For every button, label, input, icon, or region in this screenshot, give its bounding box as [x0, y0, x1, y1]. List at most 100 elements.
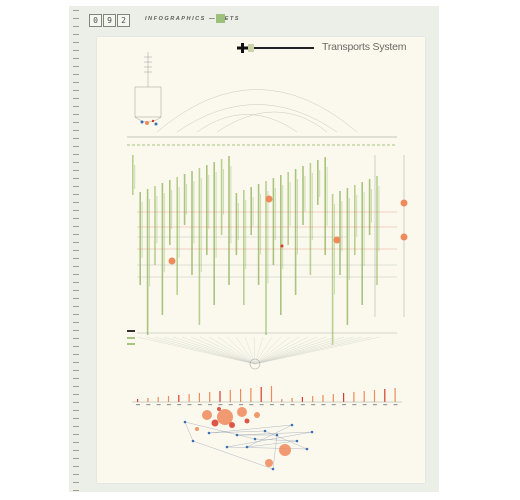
- bubble: [211, 419, 219, 427]
- green-bar-secondary: [223, 169, 224, 215]
- green-bar: [146, 189, 149, 335]
- binding-mark: [73, 434, 79, 435]
- binding-mark: [73, 266, 79, 267]
- binding-mark: [73, 74, 79, 75]
- network-node: [275, 433, 279, 437]
- network-node: [271, 467, 275, 471]
- network-node: [245, 445, 249, 449]
- binding-mark: [73, 338, 79, 339]
- fan-line: [181, 336, 256, 365]
- green-bar: [317, 160, 319, 205]
- network-link: [226, 446, 308, 450]
- binding-mark: [73, 122, 79, 123]
- binding-mark: [73, 242, 79, 243]
- green-bar-secondary: [311, 173, 313, 241]
- binding-mark: [73, 282, 79, 283]
- network-link: [236, 431, 313, 436]
- binding-mark: [73, 18, 79, 19]
- network-node: [191, 439, 195, 443]
- bottom-legend-marks: [127, 330, 397, 345]
- green-bar-secondary: [200, 178, 202, 273]
- bottom-bar: [312, 396, 314, 402]
- bottom-bar-label: [156, 404, 161, 406]
- binding-mark: [73, 482, 79, 483]
- title-logo: [237, 43, 314, 53]
- binding-mark: [73, 250, 79, 251]
- binding-mark: [73, 466, 79, 467]
- bottom-bar-label: [280, 404, 285, 406]
- bottom-bar-label: [269, 404, 274, 406]
- bubble: [229, 422, 235, 428]
- fan-line: [163, 336, 256, 365]
- network-link: [226, 431, 313, 448]
- bubble: [244, 418, 250, 424]
- bottom-bar-label: [249, 404, 254, 406]
- network-node: [225, 445, 229, 449]
- fan-line: [254, 336, 309, 365]
- bubble: [265, 459, 273, 467]
- network-node: [305, 447, 309, 451]
- bottom-bar: [363, 391, 365, 402]
- green-bar: [220, 159, 223, 235]
- network-node: [183, 420, 187, 424]
- green-bar-secondary: [134, 165, 136, 189]
- binding-mark: [73, 442, 79, 443]
- green-bar-secondary: [186, 184, 187, 215]
- green-bar-secondary: [171, 190, 173, 229]
- bottom-bar-label: [311, 404, 316, 406]
- green-bar-secondary: [230, 166, 232, 244]
- binding-mark: [73, 370, 79, 371]
- fan-line: [199, 336, 256, 365]
- binding-mark: [73, 322, 79, 323]
- green-bar: [265, 181, 267, 335]
- green-bar: [368, 179, 371, 235]
- green-bar: [243, 190, 245, 305]
- bottom-bar-label: [331, 404, 336, 406]
- binding-mark: [73, 50, 79, 51]
- green-bar-secondary: [341, 201, 343, 252]
- green-bar-secondary: [274, 188, 276, 241]
- binding-mark: [73, 138, 79, 139]
- bottom-bar: [137, 399, 139, 402]
- network-link: [246, 440, 298, 448]
- binding-mark: [73, 458, 79, 459]
- bubble: [279, 444, 291, 456]
- fan-line: [154, 336, 256, 365]
- fan-line: [254, 336, 291, 365]
- green-bar-secondary: [163, 193, 165, 273]
- fan-line: [190, 336, 256, 365]
- binding-mark: [73, 146, 79, 147]
- fan-line: [254, 336, 264, 365]
- bottom-bar: [250, 388, 252, 402]
- binding-mark: [73, 194, 79, 195]
- network-link: [254, 438, 298, 442]
- fan-line: [254, 336, 363, 365]
- page-digit: 9: [103, 14, 116, 27]
- green-bar: [287, 172, 289, 245]
- network-link: [184, 421, 194, 442]
- green-bar: [183, 174, 186, 225]
- bottom-bar-label: [239, 404, 243, 406]
- fan-line: [254, 336, 354, 365]
- binding-mark: [73, 130, 79, 131]
- binding-mark: [73, 210, 79, 211]
- fan-line: [254, 336, 273, 365]
- network-node: [310, 430, 314, 434]
- binding-mark: [73, 218, 79, 219]
- binding-mark: [73, 354, 79, 355]
- binding-mark: [73, 290, 79, 291]
- infographic-poster: [97, 37, 425, 483]
- binding-mark: [73, 58, 79, 59]
- green-bar-secondary: [260, 194, 261, 255]
- bottom-bar: [157, 397, 159, 402]
- bottom-bar-label: [146, 404, 151, 406]
- fan-line: [254, 336, 318, 365]
- green-bar-secondary: [304, 176, 306, 212]
- green-bar: [206, 165, 208, 255]
- green-bar: [132, 155, 134, 195]
- binding-mark: [73, 410, 79, 411]
- bottom-bar: [394, 388, 396, 402]
- green-bar: [354, 185, 356, 255]
- green-bar-secondary: [237, 203, 239, 241]
- bottom-bar: [188, 394, 190, 402]
